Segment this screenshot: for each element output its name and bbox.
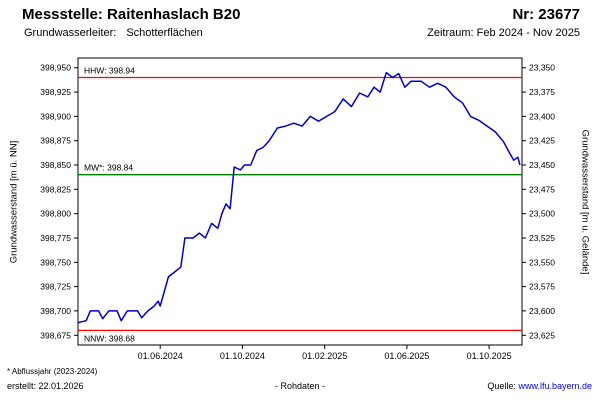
plot-area [77,57,523,346]
y-tick-label-right: 23,350 [529,63,555,73]
x-tick-label: 01.10.2025 [467,351,512,361]
y-tick-label-left: 398,950 [40,63,71,73]
x-tick-label: 01.02.2025 [302,351,347,361]
y-tick-label-right: 23,525 [529,233,555,243]
y-tick-label-right: 23,550 [529,257,555,267]
y-axis-title-right: Grundwasserstand [m u. Gelände] [579,129,591,275]
station-title: Messstelle: Raitenhaslach B20 [22,6,241,23]
reference-line-label: NNW: 398.68 [84,333,135,343]
y-tick-label-right: 23,600 [529,306,555,316]
y-tick-label-left: 398,700 [40,306,71,316]
aquifer-label: Grundwasserleiter: [24,27,117,39]
groundwater-series-line [77,71,521,324]
y-tick-label-right: 23,400 [529,111,555,121]
station-number: Nr: 23677 [512,6,580,23]
source-label: Quelle: [487,381,516,391]
period-label: Zeitraum: Feb 2024 - Nov 2025 [427,27,580,39]
y-tick-label-left: 398,675 [40,330,71,340]
aquifer-value: Schotterflächen [126,27,203,39]
y-tick-label-left: 398,875 [40,136,71,146]
y-tick-label-right: 23,375 [529,87,555,97]
y-axis-title-left: Grundwasserstand [m ü. NN] [8,140,20,264]
y-tick-label-right: 23,625 [529,330,555,340]
y-tick-label-left: 398,900 [40,111,71,121]
x-tick-label: 01.10.2024 [220,351,265,361]
abflussjahr-footnote: * Abflussjahr (2023-2024) [7,367,98,376]
y-tick-label-left: 398,750 [40,257,71,267]
y-tick-label-left: 398,725 [40,282,71,292]
source-line: Quelle: www.lfu.bayern.de [487,381,592,391]
y-tick-label-left: 398,850 [40,160,71,170]
y-tick-label-right: 23,450 [529,160,555,170]
reference-line-label: HHW: 398.94 [84,66,135,76]
reference-line-label: MW*: 398.84 [84,163,133,173]
y-tick-label-right: 23,575 [529,282,555,292]
y-tick-label-left: 398,775 [40,233,71,243]
x-tick-label: 01.06.2024 [138,351,183,361]
data-type-label: - Rohdaten - [274,381,326,391]
y-tick-label-left: 398,925 [40,87,71,97]
y-tick-label-right: 23,500 [529,209,555,219]
subheader-row: Grundwasserleiter: Schotterflächen Zeitr… [24,27,580,39]
y-tick-label-left: 398,825 [40,184,71,194]
y-tick-label-right: 23,475 [529,184,555,194]
y-tick-label-left: 398,800 [40,209,71,219]
created-date: erstellt: 22.01.2026 [7,381,84,391]
x-tick-label: 01.06.2025 [384,351,429,361]
source-link[interactable]: www.lfu.bayern.de [518,381,592,391]
y-tick-label-right: 23,425 [529,136,555,146]
header-row: Messstelle: Raitenhaslach B20 Nr: 23677 [22,6,580,23]
